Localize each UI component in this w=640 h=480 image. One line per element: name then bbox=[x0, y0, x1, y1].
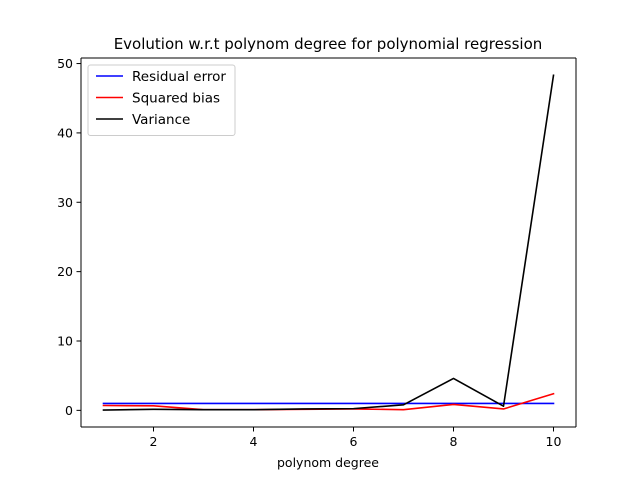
x-tick-label: 8 bbox=[450, 434, 458, 449]
x-ticks: 2 4 6 8 10 bbox=[150, 427, 562, 449]
y-tick-label: 30 bbox=[57, 195, 73, 210]
x-tick-label: 10 bbox=[546, 434, 562, 449]
legend-box bbox=[87, 64, 236, 136]
series-group bbox=[102, 74, 555, 411]
x-tick-label: 4 bbox=[250, 434, 258, 449]
series-line-3 bbox=[102, 74, 555, 411]
legend-label-2: Squared bias bbox=[132, 91, 220, 107]
y-ticks: 0 10 20 30 40 50 bbox=[57, 56, 81, 418]
y-tick-label: 50 bbox=[57, 56, 73, 71]
x-tick-label: 2 bbox=[150, 434, 158, 449]
legend-label-1: Residual error bbox=[132, 69, 226, 85]
axes-spines bbox=[80, 57, 577, 428]
y-tick-label: 10 bbox=[57, 333, 73, 348]
x-axis-label: polynom degree bbox=[277, 455, 379, 470]
plot-area: 2 4 6 8 10 0 10 20 30 40 50 Residual error Squared b… bbox=[57, 56, 577, 449]
y-tick-label: 20 bbox=[57, 264, 73, 279]
y-tick-label: 40 bbox=[57, 125, 73, 140]
legend-label-3: Variance bbox=[132, 112, 190, 128]
x-tick-label: 6 bbox=[350, 434, 358, 449]
legend: Residual error Squared bias Variance bbox=[87, 64, 236, 136]
chart-title: Evolution w.r.t polynom degree for polyn… bbox=[114, 35, 543, 53]
y-tick-label: 0 bbox=[65, 403, 73, 418]
